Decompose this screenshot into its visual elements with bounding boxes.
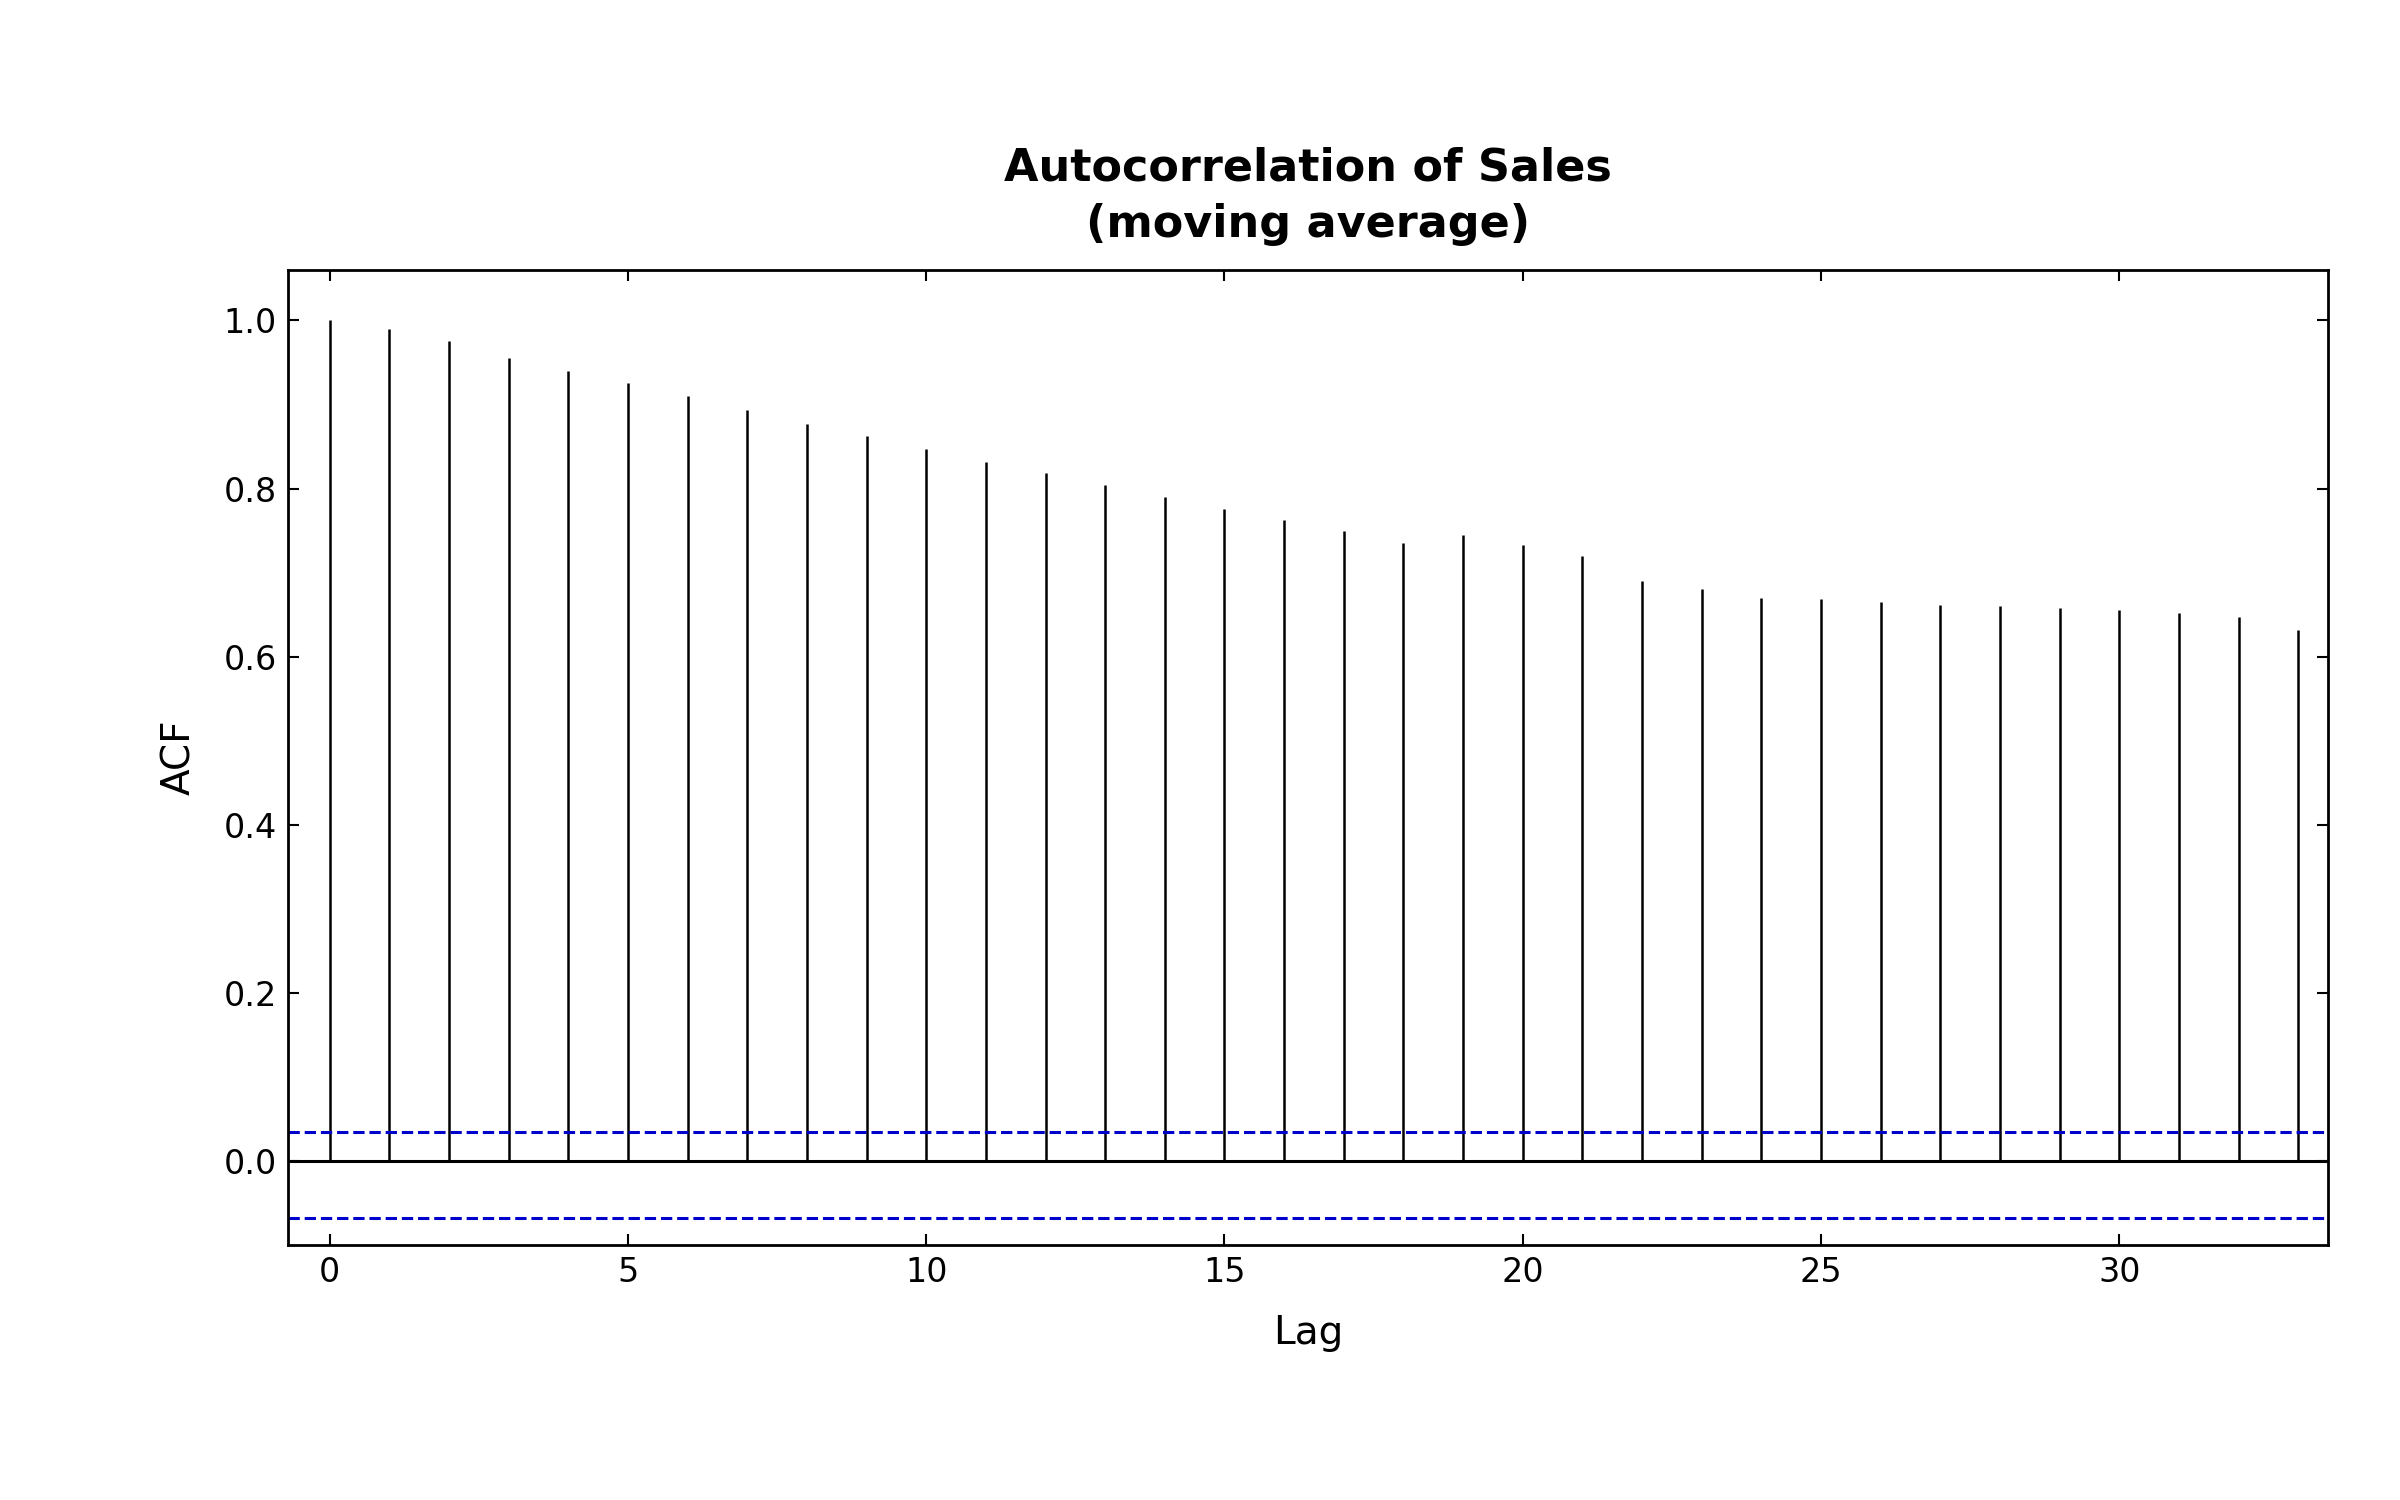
X-axis label: Lag: Lag — [1272, 1314, 1344, 1352]
Y-axis label: ACF: ACF — [161, 720, 199, 795]
Title: Autocorrelation of Sales
(moving average): Autocorrelation of Sales (moving average… — [1003, 146, 1613, 246]
